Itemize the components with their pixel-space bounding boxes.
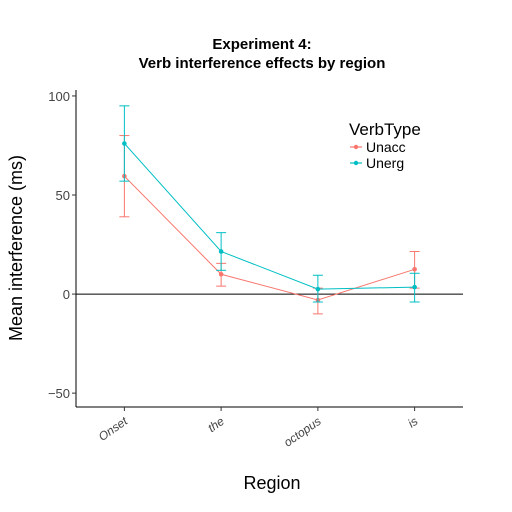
x-tick-label: is (405, 414, 420, 430)
chart-title: Experiment 4: (212, 36, 311, 53)
data-point (412, 284, 417, 290)
legend-label: Unacc (366, 139, 406, 155)
data-point (218, 249, 224, 254)
legend-key-point (353, 160, 359, 166)
legend-label: Unerg (366, 155, 404, 171)
y-tick-label: −50 (48, 386, 70, 401)
legend: VerbType Unacc Unerg (349, 120, 421, 171)
data-point (412, 267, 417, 272)
x-tick-label: Onset (96, 414, 131, 444)
y-tick-label: 100 (48, 89, 70, 104)
data-point (122, 141, 127, 146)
x-tick-label: the (205, 414, 227, 435)
y-tick-label: 0 (63, 287, 70, 302)
y-tick-label: 50 (56, 188, 70, 203)
x-axis-label: Region (243, 473, 300, 493)
plot-area (76, 105, 463, 315)
series-line (124, 175, 415, 301)
data-point (315, 286, 321, 292)
chart-subtitle: Verb interference effects by region (139, 55, 386, 72)
legend-item-unacc: Unacc (350, 139, 406, 155)
legend-item-unerg: Unerg (350, 155, 404, 171)
data-point (218, 271, 224, 277)
legend-title: VerbType (349, 120, 421, 139)
legend-key-point (353, 144, 359, 150)
y-axis-label: Mean interference (ms) (6, 155, 26, 341)
series-line (124, 143, 415, 290)
series-unerg (119, 105, 420, 303)
x-tick-label: octopus (281, 414, 323, 450)
